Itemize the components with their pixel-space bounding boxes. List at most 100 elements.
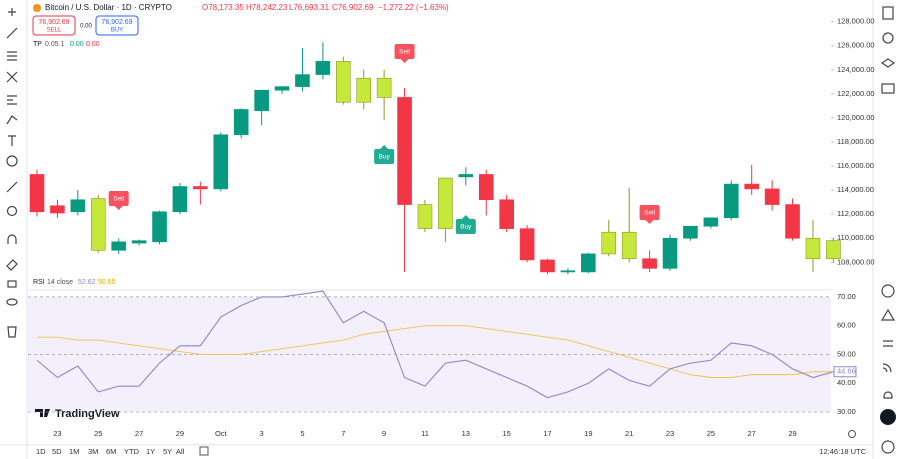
- y-tick-label: 124,000.00: [837, 65, 875, 74]
- trash-icon[interactable]: [7, 326, 17, 338]
- range-button[interactable]: 5D: [52, 447, 62, 456]
- signal-pointer: [461, 215, 470, 219]
- y-tick-label: 128,000.00: [837, 17, 875, 26]
- candles: [29, 42, 841, 275]
- ohlc-open: O78,173.35: [202, 3, 244, 12]
- y-tick-label: 70.00: [837, 292, 856, 301]
- x-tick-label: 15: [502, 429, 510, 438]
- candle-body: [233, 109, 249, 136]
- y-tick-label: 110,000.00: [837, 233, 874, 242]
- crosshair-icon[interactable]: [8, 8, 16, 16]
- candle-body: [560, 270, 576, 273]
- candle-body: [438, 177, 453, 229]
- emoji-icon[interactable]: [6, 155, 18, 167]
- line-icon[interactable]: [6, 27, 18, 39]
- sell-button[interactable]: [32, 15, 76, 36]
- notify-icon[interactable]: [883, 391, 893, 399]
- brand: TradingView: [55, 408, 120, 420]
- target-icon[interactable]: [881, 284, 895, 298]
- signal-label: Buy: [460, 224, 472, 231]
- alerts-icon[interactable]: [882, 32, 894, 44]
- candle-body: [417, 204, 433, 229]
- x-tick-label: 23: [666, 429, 674, 438]
- layers-icon[interactable]: [880, 58, 896, 68]
- signal-pointer: [400, 59, 409, 63]
- calendar-icon[interactable]: [883, 340, 893, 347]
- ruler-icon[interactable]: [6, 181, 18, 193]
- rsi-value: 52.62: [78, 279, 96, 286]
- watchlist-icon[interactable]: [882, 6, 894, 20]
- x-tick-label: 5: [300, 429, 304, 438]
- sell-price[interactable]: 76,902.69: [38, 19, 69, 26]
- chat-icon[interactable]: [881, 83, 895, 94]
- buy-button[interactable]: [95, 15, 139, 36]
- candle-body: [642, 258, 657, 269]
- candle-body: [703, 217, 719, 227]
- rsi-line: [36, 290, 834, 399]
- apps-icon[interactable]: [880, 409, 896, 425]
- candle-body: [499, 199, 514, 229]
- signal-label: Sell: [113, 196, 124, 203]
- range-button[interactable]: 1Y: [146, 447, 155, 456]
- feed-icon[interactable]: [882, 363, 892, 373]
- candle-body: [295, 74, 310, 87]
- rsi-params: 14 close: [47, 279, 73, 286]
- ohlc-high: H78,242.23: [246, 3, 288, 12]
- range-button[interactable]: YTD: [124, 447, 140, 456]
- y-tick-label: 118,000.00: [837, 137, 874, 146]
- lock-icon[interactable]: [7, 280, 17, 288]
- candle-body: [744, 183, 760, 190]
- brush-icon[interactable]: [6, 115, 18, 125]
- candle-body: [723, 183, 739, 219]
- text-icon[interactable]: [8, 135, 16, 146]
- range-button[interactable]: 5Y: [163, 447, 172, 456]
- ideas-icon[interactable]: [880, 308, 896, 321]
- signal-badge: [639, 205, 660, 220]
- rsi-title: RSI: [33, 279, 45, 286]
- candle-body: [478, 174, 494, 201]
- candle-body: [172, 186, 188, 213]
- indicator-params: 0.05 1: [45, 41, 65, 48]
- x-tick-label: 11: [421, 429, 429, 438]
- range-button[interactable]: All: [176, 447, 185, 456]
- x-tick-label: 19: [584, 429, 592, 438]
- candle-body: [213, 134, 229, 190]
- range-button[interactable]: 1M: [69, 447, 79, 456]
- range-button[interactable]: 1D: [36, 447, 46, 456]
- eye-icon[interactable]: [6, 298, 18, 306]
- candle-body: [785, 204, 800, 239]
- candle-body: [193, 186, 208, 190]
- candle-body: [274, 86, 290, 91]
- x-tick-label: Oct: [215, 429, 228, 438]
- zoom-icon[interactable]: [6, 205, 18, 217]
- help-icon[interactable]: [881, 440, 895, 454]
- clock: 12:46:18 UTC: [819, 447, 866, 456]
- pattern-icon[interactable]: [6, 71, 18, 83]
- magnet-icon[interactable]: [7, 234, 17, 244]
- date-range-icon[interactable]: [199, 446, 209, 456]
- candle-body: [621, 231, 637, 260]
- x-tick-label: 27: [748, 429, 756, 438]
- lock-draw-icon[interactable]: [6, 259, 18, 271]
- x-tick-label: 29: [176, 429, 184, 438]
- y-tick-label: 50.00: [837, 349, 856, 358]
- buy-price[interactable]: 76,902.69: [101, 19, 132, 26]
- forecast-icon[interactable]: [7, 95, 17, 105]
- sell-label[interactable]: SELL: [47, 28, 62, 34]
- x-tick-label: 23: [53, 429, 61, 438]
- fib-icon[interactable]: [7, 51, 17, 61]
- y-tick-label: 114,000.00: [837, 185, 874, 194]
- range-button[interactable]: 3M: [88, 447, 98, 456]
- signal-pointer: [114, 206, 123, 210]
- buy-label[interactable]: BUY: [111, 28, 123, 34]
- right-toolbar[interactable]: [880, 6, 896, 454]
- left-toolbar[interactable]: [6, 8, 18, 338]
- candle-body: [131, 240, 147, 244]
- signal-badge: [394, 44, 415, 59]
- indicator-name: TP: [33, 41, 42, 48]
- candle-body: [540, 259, 555, 273]
- y-tick-label: 112,000.00: [837, 209, 874, 218]
- range-button[interactable]: 6M: [106, 447, 116, 456]
- signal-label: Buy: [379, 154, 391, 161]
- settings-icon[interactable]: [848, 430, 856, 438]
